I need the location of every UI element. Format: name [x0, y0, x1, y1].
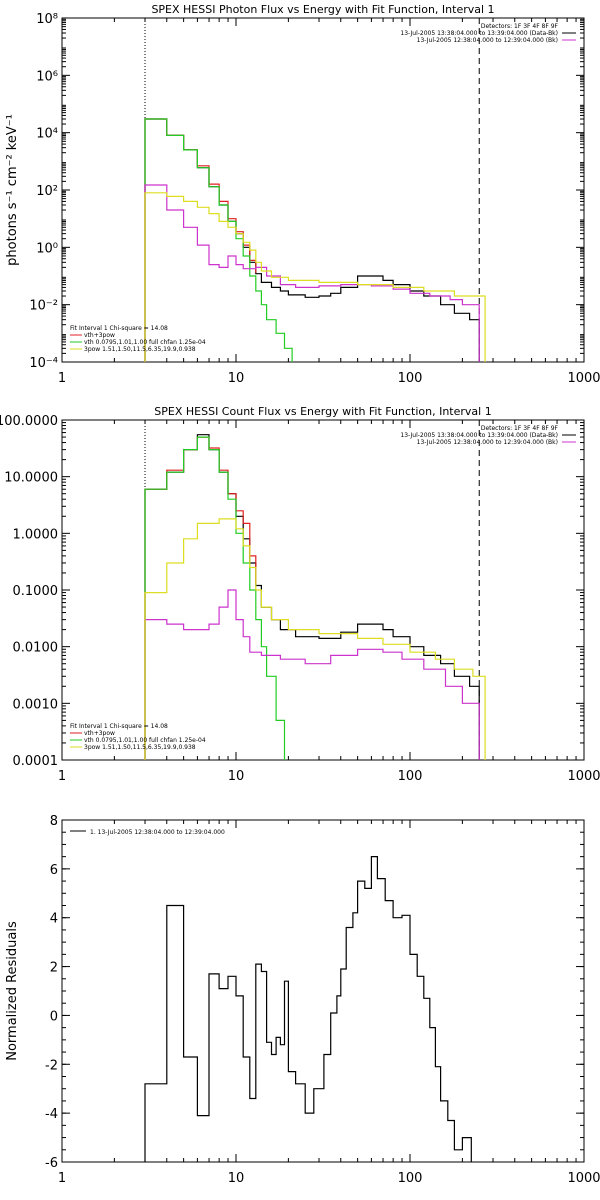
x-tick-label: 1000 [567, 1171, 600, 1186]
series-line-5 [144, 518, 486, 760]
x-tick-label: 100 [398, 769, 423, 784]
chart-panel-1: SPEX HESSI Photon Flux vs Energy with Fi… [5, 3, 600, 386]
chart-title: SPEX HESSI Photon Flux vs Energy with Fi… [151, 3, 494, 16]
legend-entry: 13-Jul-2005 13:38:04.000 to 13:39:04.000… [400, 30, 558, 37]
x-tick-label: 1 [58, 1171, 66, 1186]
chart-title: SPEX HESSI Count Flux vs Energy with Fit… [154, 405, 491, 418]
series-line-1 [144, 118, 480, 362]
series-line-4 [144, 589, 480, 760]
y-tick-label: 2 [50, 961, 58, 976]
series-line-3 [144, 118, 293, 362]
chart-panel-2: SPEX HESSI Count Flux vs Energy with Fit… [0, 405, 600, 784]
series-line-1 [144, 434, 480, 760]
y-tick-label: -2 [45, 1058, 58, 1073]
x-tick-label: 1 [58, 371, 66, 386]
y-tick-label: 6 [50, 863, 58, 878]
legend-entry: vth+3pow [84, 332, 115, 339]
y-tick-label: 10² [36, 184, 58, 199]
y-tick-label: 1.0000 [13, 527, 59, 542]
legend-entry: 1. 13-Jul-2005 12:38:04.000 to 12:39:04.… [90, 829, 225, 836]
y-tick-label: 100.0000 [0, 414, 58, 429]
series-line-2 [144, 436, 257, 760]
y-tick-label: 10⁻² [29, 299, 58, 314]
x-tick-label: 10 [228, 1171, 245, 1186]
legend-entry: Fit Interval 1 Chi-square = 14.08 [70, 723, 168, 730]
series-line-4 [144, 184, 480, 362]
chart-panel-3: 1 10 100 1000 -6 -4 -2 0 2 4 6 8 Normalized Residual… [5, 814, 600, 1186]
y-tick-label: 10.0000 [4, 471, 58, 486]
x-tick-label: 1 [58, 769, 66, 784]
y-tick-label: 0.0100 [13, 641, 59, 656]
y-axis-label: Normalized Residuals [5, 921, 20, 1061]
x-tick-label: 100 [398, 371, 423, 386]
x-tick-label: 100 [398, 1171, 423, 1186]
y-tick-label: 0.1000 [13, 584, 59, 599]
x-tick-label: 10 [228, 769, 245, 784]
series-line-3 [144, 436, 286, 760]
legend-entry: 13-Jul-2005 12:38:04.000 to 12:39:04.000… [417, 37, 558, 44]
y-axis-label: photons s⁻¹ cm⁻² keV⁻¹ [5, 114, 20, 266]
y-tick-label: 10⁰ [36, 241, 58, 256]
legend-entry: 3pow 1.51,1.50,11.5,6.35,19.9,0.938 [84, 346, 196, 353]
legend-entry: 13-Jul-2005 13:38:04.000 to 13:39:04.000… [400, 432, 558, 439]
legend-entry: 3pow 1.51,1.50,11.5,6.35,19.9,0.938 [84, 744, 196, 751]
y-tick-label: 4 [50, 912, 58, 927]
series-line-1 [144, 856, 472, 1162]
y-tick-label: 10⁴ [36, 127, 58, 142]
legend-entry: 13-Jul-2005 12:38:04.000 to 12:39:04.000… [417, 439, 558, 446]
y-tick-label: 8 [50, 814, 58, 829]
y-tick-label: 10⁸ [36, 12, 58, 27]
y-tick-label: -4 [45, 1107, 58, 1122]
x-tick-label: 1000 [567, 371, 600, 386]
x-tick-label: 10 [228, 371, 245, 386]
legend-entry: vth 0.0795,1.01,1.00 full chfan 1.25e-04 [84, 737, 206, 744]
y-tick-label: 10⁻⁴ [29, 356, 58, 371]
legend-entry: Fit Interval 1 Chi-square = 14.08 [70, 325, 168, 332]
plot-frame [61, 819, 585, 1163]
y-tick-label: 0.0001 [13, 754, 59, 769]
series-line-5 [144, 192, 486, 362]
y-tick-label: 10⁶ [36, 69, 58, 84]
y-tick-label: 0.0010 [13, 697, 59, 712]
legend-entry: vth 0.0795,1.01,1.00 full chfan 1.25e-04 [84, 339, 206, 346]
y-tick-label: 0 [50, 1009, 58, 1024]
plot-frame [61, 17, 585, 363]
x-tick-label: 1000 [567, 769, 600, 784]
plot-frame [61, 419, 585, 761]
legend-entry: vth+3pow [84, 730, 115, 737]
y-tick-label: -6 [45, 1156, 58, 1171]
legend-entry: Detectors: 1F 3F 4F 8F 9F [481, 425, 559, 432]
legend-entry: Detectors: 1F 3F 4F 8F 9F [481, 23, 559, 30]
